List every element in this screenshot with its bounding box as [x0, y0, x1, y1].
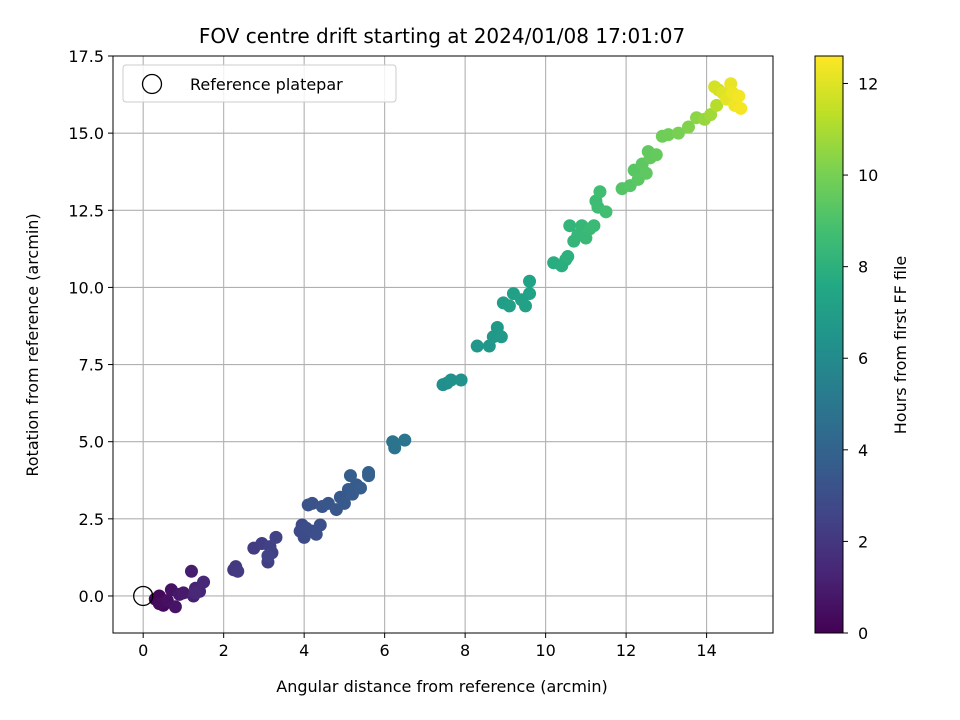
- data-point: [305, 496, 319, 510]
- data-point: [269, 530, 283, 544]
- colorbar-tick-label: 4: [858, 441, 868, 460]
- colorbar-tick-label: 2: [858, 532, 868, 551]
- data-point: [523, 287, 537, 301]
- data-point: [362, 469, 376, 483]
- y-tick-label: 17.5: [68, 47, 104, 66]
- y-tick-label: 2.5: [79, 510, 104, 529]
- data-point: [734, 101, 748, 115]
- scatter-points: [148, 77, 748, 614]
- colorbar-tick-label: 12: [858, 74, 878, 93]
- data-point: [519, 299, 532, 313]
- data-point: [168, 600, 182, 614]
- grid-lines: [113, 55, 773, 633]
- x-tick-label: 8: [460, 641, 470, 660]
- reference-marker-layer: [133, 585, 154, 607]
- plot-frame: [112, 55, 774, 634]
- x-tick-label: 2: [219, 641, 229, 660]
- data-point: [649, 148, 663, 162]
- y-tick-label: 5.0: [79, 433, 104, 452]
- data-point: [313, 518, 327, 532]
- data-point: [593, 185, 607, 199]
- colorbar: 0 2 4 6 8 10 12 Hours from first FF file: [814, 55, 910, 643]
- colorbar-tick-label: 10: [858, 166, 878, 185]
- data-point: [587, 219, 601, 233]
- data-point: [261, 549, 275, 563]
- x-tick-label: 6: [380, 641, 390, 660]
- colorbar-ticks: 0 2 4 6 8 10 12: [843, 74, 878, 643]
- legend-entry-reference-platepar: Reference platepar: [190, 75, 343, 94]
- data-point: [502, 299, 516, 313]
- y-tick-label: 10.0: [68, 278, 104, 297]
- y-tick-label: 7.5: [79, 356, 104, 375]
- x-axis-label: Angular distance from reference (arcmin): [276, 677, 607, 696]
- data-point: [671, 126, 685, 140]
- data-point: [661, 128, 675, 142]
- data-point: [523, 274, 537, 288]
- legend-box: [122, 64, 397, 103]
- y-tick-label: 15.0: [68, 124, 104, 143]
- y-tick-label: 0.0: [79, 587, 104, 606]
- colorbar-tick-label: 0: [858, 624, 868, 643]
- data-point: [388, 441, 402, 455]
- y-tick-label: 12.5: [68, 201, 104, 220]
- data-point: [337, 496, 351, 510]
- x-tick-label: 12: [616, 641, 636, 660]
- y-axis-ticks: 0.0 2.5 5.0 7.5 10.0 12.5 15.0 17.5: [68, 47, 113, 606]
- data-point: [561, 250, 575, 264]
- colorbar-gradient: [814, 55, 844, 634]
- data-point: [704, 108, 718, 122]
- data-point: [710, 98, 724, 112]
- data-point: [599, 205, 613, 219]
- legend: Reference platepar: [122, 64, 397, 103]
- data-point: [231, 564, 245, 578]
- x-tick-label: 4: [299, 641, 309, 660]
- data-point: [184, 564, 198, 578]
- chart-title: FOV centre drift starting at 2024/01/08 …: [199, 24, 685, 48]
- colorbar-label: Hours from first FF file: [891, 256, 910, 435]
- y-axis-label: Rotation from reference (arcmin): [23, 213, 42, 476]
- data-point: [197, 575, 211, 589]
- data-point: [494, 330, 508, 344]
- data-point: [454, 373, 468, 387]
- x-axis-ticks: 0 2 4 6 8 10 12 14: [138, 633, 717, 660]
- data-point: [398, 433, 412, 447]
- data-point: [189, 586, 202, 600]
- data-point: [343, 469, 357, 483]
- x-tick-label: 10: [535, 641, 555, 660]
- data-point: [639, 166, 653, 180]
- data-point: [176, 586, 190, 600]
- legend-reference-marker: [141, 73, 163, 95]
- colorbar-tick-label: 6: [858, 349, 868, 368]
- reference-platepar-marker: [133, 585, 154, 607]
- colorbar-tick-label: 8: [858, 258, 868, 277]
- data-point: [732, 89, 746, 103]
- data-point: [354, 481, 367, 495]
- data-point: [563, 219, 577, 233]
- data-point: [470, 339, 484, 353]
- x-tick-label: 14: [696, 641, 716, 660]
- x-tick-label: 0: [138, 641, 148, 660]
- data-point: [681, 120, 695, 134]
- data-point: [444, 373, 458, 387]
